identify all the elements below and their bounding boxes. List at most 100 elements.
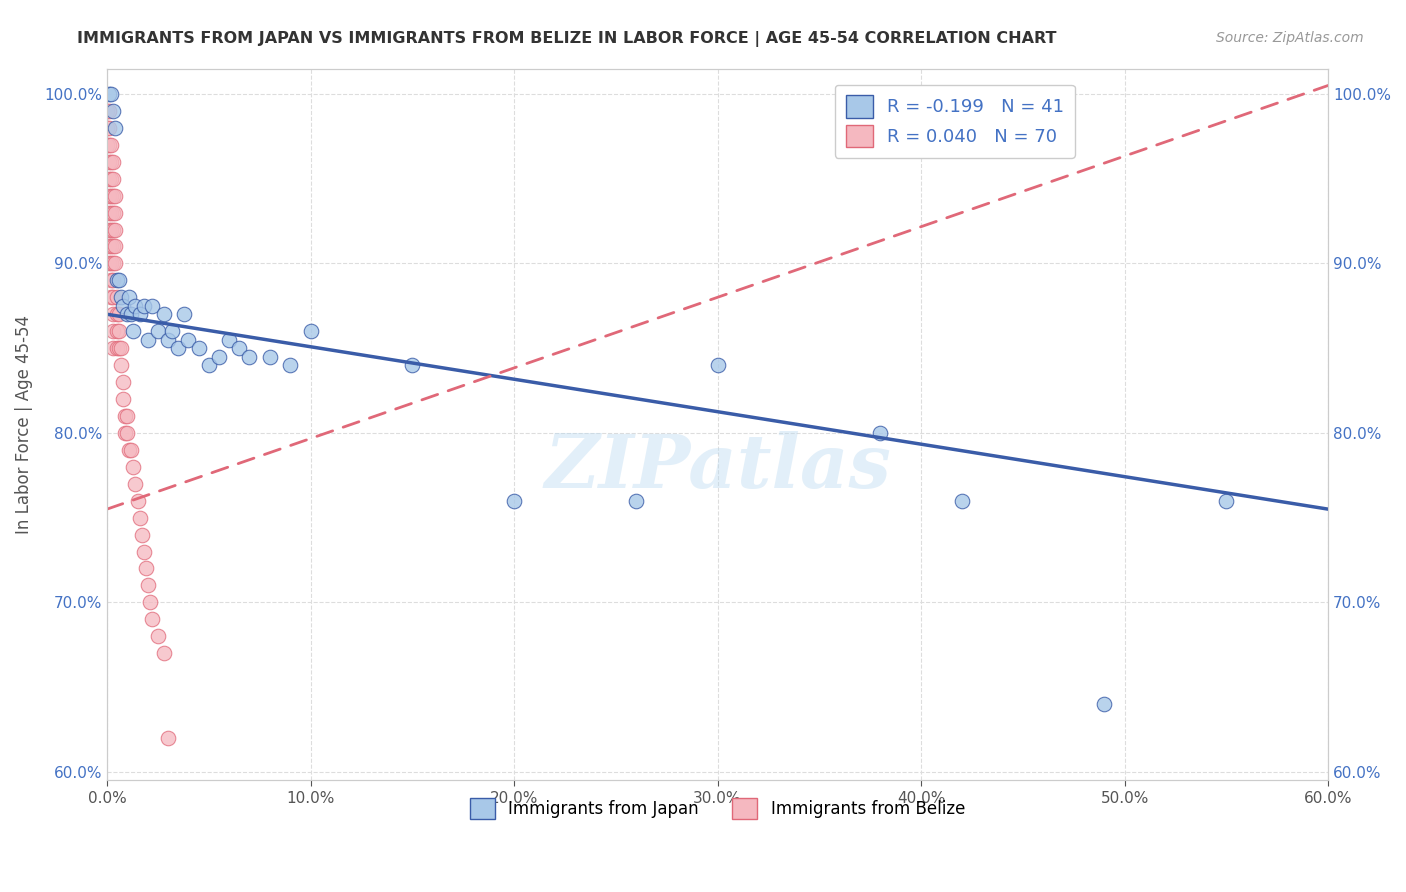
Point <box>98 171 121 186</box>
Point <box>100 154 122 169</box>
Point <box>101 324 124 338</box>
Point <box>98 103 121 118</box>
Y-axis label: In Labor Force | Age 45-54: In Labor Force | Age 45-54 <box>15 315 32 534</box>
Point <box>128 307 150 321</box>
Point <box>117 425 139 440</box>
Point <box>228 341 250 355</box>
Point <box>104 188 127 202</box>
Point <box>238 350 260 364</box>
Point <box>98 154 121 169</box>
Point <box>117 307 139 321</box>
Point <box>157 731 180 745</box>
Point <box>136 333 159 347</box>
Point <box>96 103 118 118</box>
Point <box>98 87 121 101</box>
Legend: Immigrants from Japan, Immigrants from Belize: Immigrants from Japan, Immigrants from B… <box>464 792 972 825</box>
Point <box>124 299 146 313</box>
Point <box>98 137 121 152</box>
Point <box>101 222 124 236</box>
Point <box>101 103 124 118</box>
Point <box>100 205 122 219</box>
Point <box>101 239 124 253</box>
Point <box>124 476 146 491</box>
Point <box>101 154 124 169</box>
Point <box>100 87 122 101</box>
Point <box>98 239 121 253</box>
Point <box>127 493 149 508</box>
Point <box>132 299 155 313</box>
Point <box>177 333 200 347</box>
Point <box>104 256 127 270</box>
Point <box>100 188 122 202</box>
Point <box>96 137 118 152</box>
Point <box>101 205 124 219</box>
Point <box>122 324 145 338</box>
Point <box>105 273 128 287</box>
Point <box>138 595 160 609</box>
Point <box>218 333 240 347</box>
Point <box>100 239 122 253</box>
Point <box>101 341 124 355</box>
Point <box>101 273 124 287</box>
Point <box>118 290 141 304</box>
Point <box>112 392 135 406</box>
Point <box>1092 697 1115 711</box>
Point <box>118 442 141 457</box>
Point <box>110 290 132 304</box>
Point <box>100 171 122 186</box>
Point <box>110 358 132 372</box>
Point <box>146 324 169 338</box>
Point <box>98 256 121 270</box>
Point <box>146 629 169 643</box>
Point <box>624 493 647 508</box>
Point <box>1215 493 1237 508</box>
Point <box>122 459 145 474</box>
Point <box>114 409 136 423</box>
Point <box>108 307 131 321</box>
Point <box>132 544 155 558</box>
Point <box>869 425 891 440</box>
Point <box>101 171 124 186</box>
Point <box>197 358 219 372</box>
Text: IMMIGRANTS FROM JAPAN VS IMMIGRANTS FROM BELIZE IN LABOR FORCE | AGE 45-54 CORRE: IMMIGRANTS FROM JAPAN VS IMMIGRANTS FROM… <box>77 31 1057 47</box>
Text: Source: ZipAtlas.com: Source: ZipAtlas.com <box>1216 31 1364 45</box>
Point <box>112 299 135 313</box>
Point <box>114 425 136 440</box>
Point <box>105 290 128 304</box>
Point <box>108 273 131 287</box>
Point <box>128 510 150 524</box>
Point <box>299 324 322 338</box>
Point <box>105 307 128 321</box>
Point <box>98 188 121 202</box>
Point <box>101 188 124 202</box>
Point <box>135 561 157 575</box>
Point <box>120 307 142 321</box>
Point <box>98 120 121 135</box>
Point <box>278 358 301 372</box>
Point <box>105 324 128 338</box>
Point <box>503 493 526 508</box>
Point <box>98 222 121 236</box>
Point <box>160 324 183 338</box>
Point <box>141 299 163 313</box>
Point <box>136 578 159 592</box>
Point <box>104 120 127 135</box>
Point <box>101 290 124 304</box>
Text: ZIPatlas: ZIPatlas <box>544 431 891 503</box>
Point <box>104 205 127 219</box>
Point <box>187 341 209 355</box>
Point <box>96 120 118 135</box>
Point <box>157 333 180 347</box>
Point <box>401 358 423 372</box>
Point <box>108 324 131 338</box>
Point <box>120 442 142 457</box>
Point <box>110 341 132 355</box>
Point <box>141 612 163 626</box>
Point <box>108 341 131 355</box>
Point <box>104 239 127 253</box>
Point <box>104 222 127 236</box>
Point <box>98 205 121 219</box>
Point <box>173 307 195 321</box>
Point <box>117 409 139 423</box>
Point <box>950 493 973 508</box>
